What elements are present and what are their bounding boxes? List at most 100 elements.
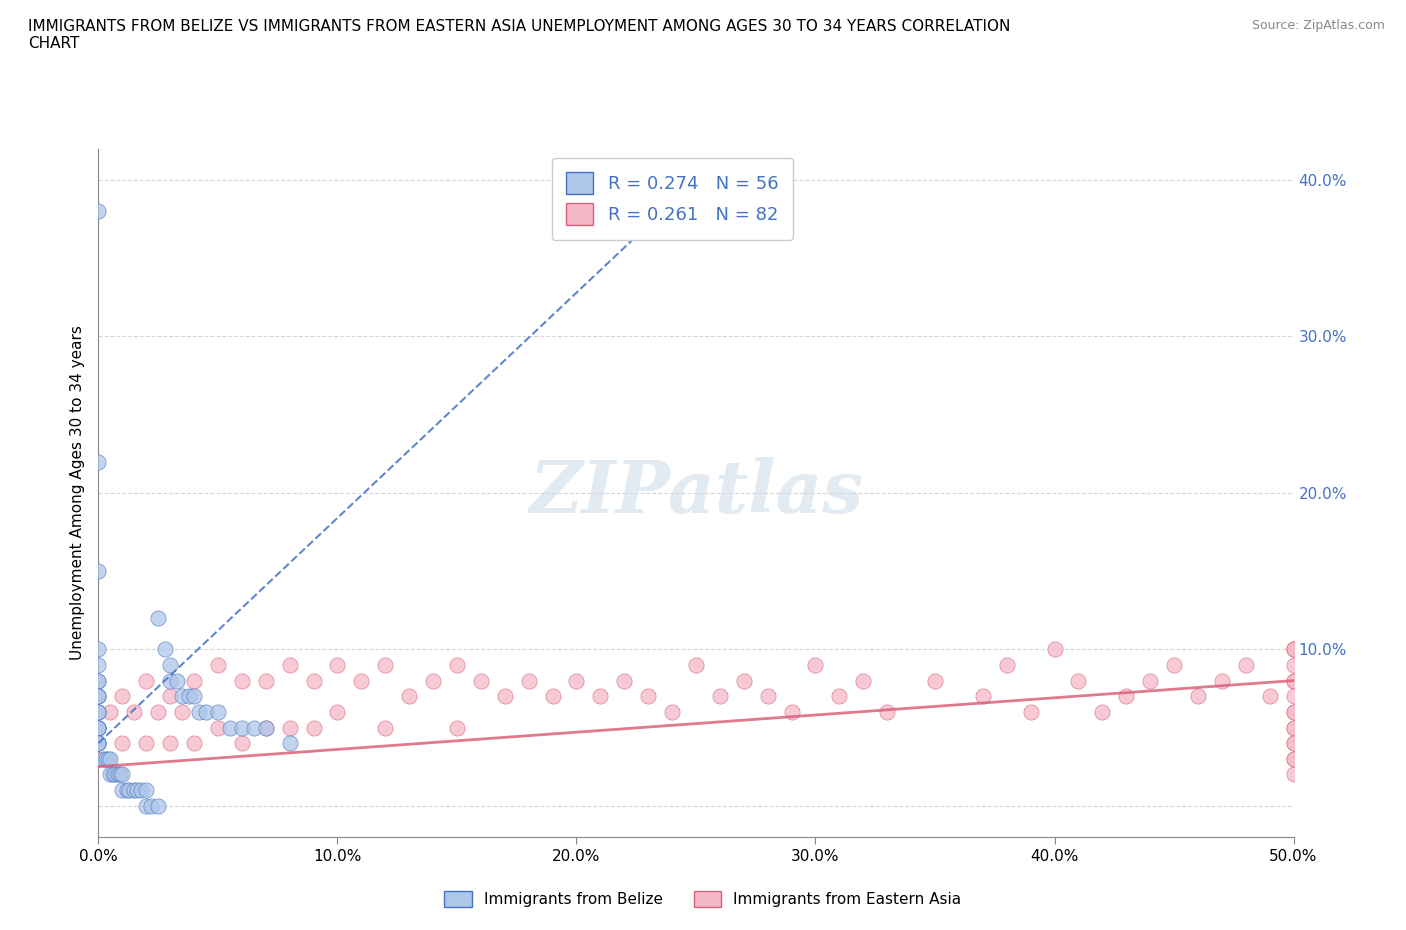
Point bbox=[470, 673, 492, 688]
Point bbox=[159, 673, 181, 688]
Point bbox=[780, 704, 803, 719]
Point bbox=[111, 736, 134, 751]
Point bbox=[101, 767, 124, 782]
Point bbox=[87, 736, 110, 751]
Point bbox=[94, 751, 117, 766]
Point bbox=[733, 673, 755, 688]
Point bbox=[115, 783, 138, 798]
Point bbox=[1115, 689, 1137, 704]
Point bbox=[494, 689, 516, 704]
Point bbox=[828, 689, 851, 704]
Point bbox=[1282, 751, 1305, 766]
Point bbox=[87, 689, 110, 704]
Point bbox=[1258, 689, 1281, 704]
Point bbox=[91, 751, 114, 766]
Point bbox=[852, 673, 875, 688]
Point bbox=[87, 204, 110, 219]
Point bbox=[179, 689, 201, 704]
Point bbox=[972, 689, 994, 704]
Point bbox=[97, 751, 120, 766]
Point bbox=[302, 673, 325, 688]
Point bbox=[148, 704, 170, 719]
Legend: Immigrants from Belize, Immigrants from Eastern Asia: Immigrants from Belize, Immigrants from … bbox=[439, 884, 967, 913]
Point bbox=[159, 689, 181, 704]
Point bbox=[1282, 720, 1305, 735]
Text: Source: ZipAtlas.com: Source: ZipAtlas.com bbox=[1251, 19, 1385, 32]
Point bbox=[87, 454, 110, 469]
Point bbox=[326, 658, 349, 672]
Point bbox=[302, 720, 325, 735]
Point bbox=[87, 642, 110, 657]
Point bbox=[804, 658, 827, 672]
Point bbox=[924, 673, 946, 688]
Point bbox=[87, 704, 110, 719]
Point bbox=[1282, 658, 1305, 672]
Point bbox=[446, 658, 468, 672]
Point bbox=[1282, 736, 1305, 751]
Point bbox=[756, 689, 779, 704]
Point bbox=[661, 704, 683, 719]
Point bbox=[1282, 704, 1305, 719]
Point bbox=[876, 704, 898, 719]
Point bbox=[183, 736, 205, 751]
Point bbox=[87, 689, 110, 704]
Point bbox=[1043, 642, 1066, 657]
Point bbox=[87, 673, 110, 688]
Point bbox=[98, 704, 122, 719]
Point bbox=[87, 751, 110, 766]
Point bbox=[135, 673, 157, 688]
Point bbox=[1067, 673, 1090, 688]
Point bbox=[135, 798, 157, 813]
Point bbox=[159, 658, 181, 672]
Point bbox=[139, 798, 162, 813]
Point bbox=[207, 704, 229, 719]
Point bbox=[104, 767, 127, 782]
Text: IMMIGRANTS FROM BELIZE VS IMMIGRANTS FROM EASTERN ASIA UNEMPLOYMENT AMONG AGES 3: IMMIGRANTS FROM BELIZE VS IMMIGRANTS FRO… bbox=[28, 19, 1011, 51]
Point bbox=[1163, 658, 1185, 672]
Point bbox=[108, 767, 131, 782]
Point bbox=[1282, 736, 1305, 751]
Point bbox=[1282, 673, 1305, 688]
Point bbox=[148, 798, 170, 813]
Point bbox=[219, 720, 242, 735]
Point bbox=[87, 720, 110, 735]
Point bbox=[254, 673, 277, 688]
Point bbox=[187, 704, 209, 719]
Point bbox=[111, 689, 134, 704]
Point bbox=[1139, 673, 1161, 688]
Legend: R = 0.274   N = 56, R = 0.261   N = 82: R = 0.274 N = 56, R = 0.261 N = 82 bbox=[551, 158, 793, 240]
Point bbox=[87, 720, 110, 735]
Point bbox=[231, 720, 253, 735]
Point bbox=[155, 642, 177, 657]
Point bbox=[111, 767, 134, 782]
Point bbox=[87, 720, 110, 735]
Point bbox=[172, 689, 194, 704]
Point bbox=[87, 736, 110, 751]
Point bbox=[243, 720, 266, 735]
Point bbox=[254, 720, 277, 735]
Point bbox=[278, 736, 301, 751]
Point bbox=[637, 689, 659, 704]
Point bbox=[87, 736, 110, 751]
Point bbox=[1091, 704, 1114, 719]
Point bbox=[541, 689, 564, 704]
Point bbox=[1282, 673, 1305, 688]
Point bbox=[172, 704, 194, 719]
Point bbox=[87, 704, 110, 719]
Point bbox=[195, 704, 218, 719]
Point bbox=[422, 673, 444, 688]
Point bbox=[207, 658, 229, 672]
Point bbox=[87, 673, 110, 688]
Point bbox=[148, 611, 170, 626]
Point bbox=[98, 767, 122, 782]
Point bbox=[1187, 689, 1209, 704]
Point bbox=[125, 783, 148, 798]
Point bbox=[685, 658, 707, 672]
Point bbox=[87, 704, 110, 719]
Point bbox=[398, 689, 420, 704]
Point bbox=[613, 673, 636, 688]
Point bbox=[278, 658, 301, 672]
Point bbox=[231, 673, 253, 688]
Text: ZIPatlas: ZIPatlas bbox=[529, 458, 863, 528]
Point bbox=[87, 564, 110, 578]
